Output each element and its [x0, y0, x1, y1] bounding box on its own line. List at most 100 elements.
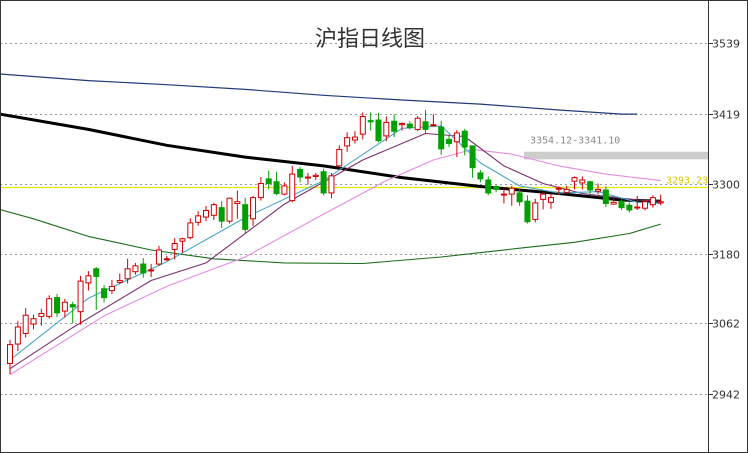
candle-body — [77, 280, 84, 313]
candle — [210, 202, 217, 220]
candle — [7, 339, 13, 375]
candle-body — [634, 206, 641, 209]
candle-body — [61, 301, 68, 312]
candle — [555, 186, 562, 196]
candle — [101, 285, 108, 303]
candle — [344, 132, 351, 152]
candle-body — [69, 304, 76, 308]
candle — [226, 197, 233, 224]
candle-body — [116, 280, 123, 283]
candle-body — [657, 201, 664, 204]
candle-body — [391, 120, 398, 132]
candle-body — [571, 177, 578, 182]
candle — [375, 112, 382, 143]
candle — [438, 120, 445, 155]
candle-body — [38, 312, 45, 317]
candle-body — [508, 187, 515, 195]
candle — [22, 308, 29, 338]
candle-body — [320, 171, 327, 194]
candle — [579, 176, 586, 190]
candle — [453, 130, 460, 158]
candle — [155, 245, 162, 266]
candle — [140, 258, 147, 278]
candle — [132, 262, 139, 275]
candle — [610, 196, 617, 205]
candle — [179, 237, 186, 253]
candle — [414, 115, 421, 132]
candle-body — [257, 183, 264, 199]
candle-body — [461, 130, 468, 148]
candle — [587, 180, 594, 194]
candle — [649, 195, 656, 208]
candle-body — [618, 200, 625, 209]
candle-body — [242, 204, 249, 230]
candle-body — [108, 285, 115, 292]
candle-body — [367, 120, 374, 123]
candle-body — [399, 123, 405, 126]
candle — [422, 110, 429, 133]
candle-body — [234, 201, 241, 205]
candle-body — [430, 124, 437, 127]
candle — [634, 195, 641, 210]
candle — [430, 114, 437, 127]
candle-body — [438, 126, 445, 150]
price-band-label: 3354.12-3341.10 — [530, 136, 620, 147]
candle-body — [140, 263, 147, 274]
ma20-line — [9, 148, 661, 376]
current-price-label: 3293.23 — [666, 175, 708, 186]
candle — [116, 273, 123, 285]
candle — [289, 165, 296, 203]
candle-body — [602, 189, 609, 205]
candle-body — [85, 275, 92, 284]
y-tick-label: 3062 — [712, 318, 740, 331]
candle-body — [101, 288, 108, 299]
ma60-line — [0, 209, 661, 265]
candle — [595, 183, 601, 195]
candle-body — [359, 115, 366, 135]
candle — [469, 145, 476, 178]
candle — [124, 258, 131, 284]
candle — [508, 185, 515, 206]
candle — [351, 131, 358, 144]
candle — [93, 267, 100, 310]
candle — [77, 275, 84, 325]
candle — [69, 301, 76, 324]
candle-body — [477, 172, 484, 180]
candle — [516, 189, 523, 206]
candle-body — [265, 178, 272, 185]
candle-body — [547, 197, 554, 203]
candle — [540, 191, 547, 210]
candle — [85, 271, 92, 291]
ma120-line — [0, 112, 661, 203]
candle-body — [195, 215, 202, 223]
candle-body — [22, 314, 29, 334]
candle-body — [595, 188, 601, 192]
candle-body — [328, 175, 335, 194]
candle-body — [500, 193, 507, 196]
candle-body — [179, 238, 186, 242]
candle-body — [297, 168, 304, 178]
chart-title: 沪指日线图 — [315, 27, 425, 52]
candle-body — [281, 185, 288, 195]
candle-body — [124, 268, 131, 280]
candle — [187, 218, 194, 240]
candle — [642, 199, 649, 211]
candle-body — [93, 268, 100, 277]
candle-body — [422, 121, 429, 130]
candle-body — [312, 174, 319, 177]
candle — [571, 176, 578, 190]
candle — [273, 171, 280, 196]
candle-body — [226, 197, 233, 222]
candle-body — [563, 188, 570, 193]
candle-body — [642, 201, 649, 209]
candle — [163, 255, 170, 262]
candle-body — [171, 242, 178, 250]
candle — [218, 201, 225, 229]
candle — [359, 112, 366, 140]
candle — [320, 168, 327, 196]
candle — [38, 308, 45, 326]
candle-body — [344, 137, 351, 147]
